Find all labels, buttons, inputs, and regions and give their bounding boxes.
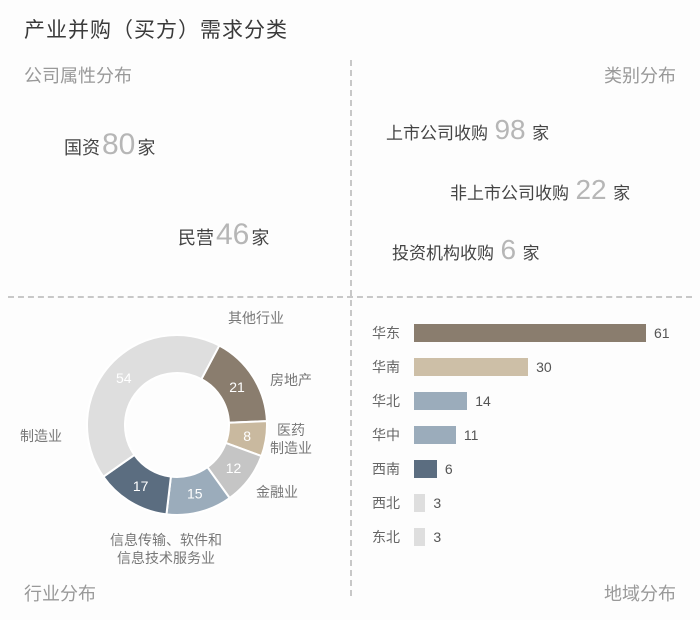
bar-value: 61 xyxy=(654,325,670,341)
category-value: 98 xyxy=(492,114,527,145)
company-attr-unit: 家 xyxy=(137,138,155,158)
bar-value: 6 xyxy=(445,461,453,477)
donut-slice-label: 信息传输、软件和信息技术服务业 xyxy=(110,532,222,567)
company-attr-label: 民营 xyxy=(178,228,214,248)
donut-slice-label: 医药制造业 xyxy=(270,422,312,457)
company-attr-value: 80 xyxy=(100,128,137,161)
bar-name: 华中 xyxy=(372,425,414,445)
category-unit: 家 xyxy=(613,184,630,203)
bar-value: 3 xyxy=(433,495,441,511)
category-item: 上市公司收购 98 家 xyxy=(386,114,549,146)
bar-name: 东北 xyxy=(372,527,414,547)
bar-value: 14 xyxy=(475,393,491,409)
bar-rect xyxy=(414,392,467,410)
donut-slice-label: 其他行业 xyxy=(228,310,284,328)
bar-row: 华南 30 xyxy=(372,350,682,384)
region-bar-chart: 华东 61 华南 30 华北 14 华中 11 西南 6 西北 3 东北 3 xyxy=(372,316,682,554)
bar-row: 西北 3 xyxy=(372,486,682,520)
company-attr-item: 国资80家 xyxy=(64,128,155,162)
bar-row: 华东 61 xyxy=(372,316,682,350)
bar-name: 华南 xyxy=(372,357,414,377)
category-unit: 家 xyxy=(522,244,539,263)
bar-row: 华北 14 xyxy=(372,384,682,418)
bar-name: 华北 xyxy=(372,391,414,411)
bar-row: 华中 11 xyxy=(372,418,682,452)
donut-slice-value: 12 xyxy=(226,460,242,476)
bar-rect xyxy=(414,358,528,376)
company-attr-item: 民营46家 xyxy=(178,218,269,252)
bar-rect xyxy=(414,460,437,478)
donut-slice-label: 制造业 xyxy=(20,428,62,446)
bar-rect xyxy=(414,494,425,512)
donut-slice-label: 金融业 xyxy=(256,484,298,502)
donut-slice-value: 17 xyxy=(133,478,149,494)
company-attr-unit: 家 xyxy=(251,228,269,248)
section-label-tl: 公司属性分布 xyxy=(24,62,132,88)
bar-rect xyxy=(414,324,646,342)
bar-value: 30 xyxy=(536,359,552,375)
bar-value: 3 xyxy=(433,529,441,545)
donut-slice-value: 21 xyxy=(229,379,245,395)
category-label: 非上市公司收购 xyxy=(450,184,569,203)
bar-name: 华东 xyxy=(372,323,414,343)
donut-slice-value: 15 xyxy=(187,486,203,502)
category-unit: 家 xyxy=(532,124,549,143)
bar-row: 东北 3 xyxy=(372,520,682,554)
category-value: 22 xyxy=(573,174,608,205)
bar-name: 西南 xyxy=(372,459,414,479)
bar-rect xyxy=(414,426,456,444)
donut-slice-value: 54 xyxy=(116,370,132,386)
category-value: 6 xyxy=(498,234,518,265)
category-item: 非上市公司收购 22 家 xyxy=(450,174,630,206)
donut-slice-label: 房地产 xyxy=(270,372,312,390)
section-label-tr: 类别分布 xyxy=(604,62,676,88)
bar-value: 11 xyxy=(464,427,479,443)
category-label: 上市公司收购 xyxy=(386,124,488,143)
donut-svg: 21 812 15 17 54 xyxy=(82,330,272,520)
donut-slice xyxy=(87,335,219,477)
company-attr-label: 国资 xyxy=(64,138,100,158)
bar-row: 西南 6 xyxy=(372,452,682,486)
bar-rect xyxy=(414,528,425,546)
category-item: 投资机构收购 6 家 xyxy=(392,234,539,266)
bar-name: 西北 xyxy=(372,493,414,513)
divider-vertical xyxy=(350,60,352,596)
section-label-br: 地域分布 xyxy=(604,580,676,606)
industry-donut-chart: 21 812 15 17 54 其他行业房地产医药制造业金融业信息传输、软件和信息技术服… xyxy=(32,310,332,590)
page-title: 产业并购（买方）需求分类 xyxy=(24,14,288,44)
donut-slice-value: 8 xyxy=(243,428,251,444)
company-attr-value: 46 xyxy=(214,218,251,251)
category-label: 投资机构收购 xyxy=(392,244,494,263)
